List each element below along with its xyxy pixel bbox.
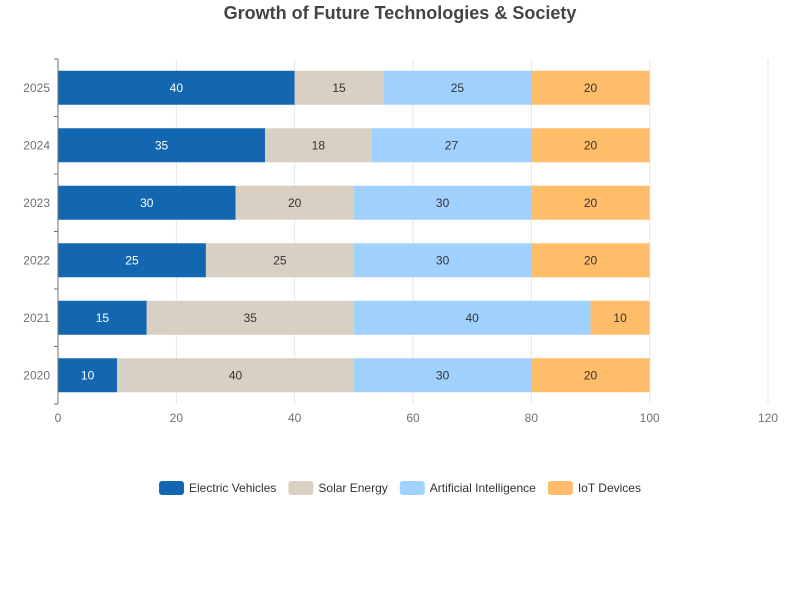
bar-electric-vehicles: [58, 185, 236, 220]
bar-value-label: 15: [96, 311, 110, 325]
grid-lines: [175, 59, 769, 404]
bar-value-label: 25: [125, 253, 139, 267]
bar-value-label: 20: [584, 368, 598, 382]
bar-value-label: 35: [155, 138, 169, 152]
bar-artificial-intelligence: [353, 300, 591, 335]
bar-value-label: 15: [332, 81, 346, 95]
bar-solar-energy: [294, 70, 384, 105]
x-tick-label: 120: [758, 411, 778, 425]
bar-value-label: 20: [584, 81, 598, 95]
x-tick-label: 20: [170, 411, 184, 425]
bar-value-label: 18: [312, 138, 326, 152]
x-tick-label: 80: [525, 411, 539, 425]
bar-iot-devices: [590, 300, 650, 335]
bar-artificial-intelligence: [353, 358, 532, 393]
y-tick-label: 2025: [23, 81, 50, 95]
bar-value-label: 20: [288, 196, 302, 210]
bar-iot-devices: [531, 243, 650, 278]
x-tick-label: 40: [288, 411, 302, 425]
bar-iot-devices: [531, 358, 650, 393]
bars: 10 40 30 20 15 35 40 10 25 25 30 20 30 20 30 20 35 18 27 20…: [58, 70, 650, 393]
x-tick-label: 100: [640, 411, 660, 425]
bar-value-label: 27: [445, 138, 459, 152]
bar-value-label: 30: [436, 368, 450, 382]
bar-solar-energy: [146, 300, 354, 335]
y-tick-label: 2020: [23, 368, 50, 382]
bar-value-label: 20: [584, 138, 598, 152]
legend-label-electric-vehicles: Electric Vehicles: [189, 481, 276, 495]
bar-electric-vehicles: [58, 300, 147, 335]
bar-electric-vehicles: [58, 243, 206, 278]
legend-label-iot-devices: IoT Devices: [578, 481, 641, 495]
bar-solar-energy: [235, 185, 354, 220]
bar-artificial-intelligence: [353, 185, 532, 220]
bar-value-label: 25: [273, 253, 287, 267]
bar-value-label: 40: [170, 81, 184, 95]
legend-swatch-artificial-intelligence: [399, 481, 425, 495]
bar-value-label: 20: [584, 253, 598, 267]
x-tick-label: 60: [406, 411, 420, 425]
bar-electric-vehicles: [58, 358, 118, 393]
bar-iot-devices: [531, 128, 650, 163]
chart-title: Growth of Future Technologies & Society: [224, 3, 577, 23]
bar-value-label: 40: [465, 311, 479, 325]
x-tick-label: 0: [55, 411, 62, 425]
bar-artificial-intelligence: [371, 128, 532, 163]
bar-value-label: 40: [229, 368, 243, 382]
y-tick-label: 2024: [23, 138, 50, 152]
y-tick-label: 2022: [23, 253, 50, 267]
bar-iot-devices: [531, 70, 650, 105]
legend-swatch-iot-devices: [547, 481, 573, 495]
bar-solar-energy: [265, 128, 372, 163]
bar-value-label: 25: [451, 81, 465, 95]
bar-iot-devices: [531, 185, 650, 220]
legend-label-solar-energy: Solar Energy: [318, 481, 387, 495]
legend-swatch-solar-energy: [288, 481, 314, 495]
legend-swatch-electric-vehicles: [159, 481, 185, 495]
y-tick-label: 2023: [23, 196, 50, 210]
bar-value-label: 35: [244, 311, 258, 325]
bar-electric-vehicles: [58, 70, 295, 105]
bar-value-label: 30: [140, 196, 154, 210]
legend-label-artificial-intelligence: Artificial Intelligence: [430, 481, 536, 495]
bar-value-label: 30: [436, 253, 450, 267]
bar-solar-energy: [205, 243, 354, 278]
y-tick-label: 2021: [23, 311, 50, 325]
bar-artificial-intelligence: [353, 243, 532, 278]
bar-electric-vehicles: [58, 128, 266, 163]
bar-value-label: 10: [81, 368, 95, 382]
bar-artificial-intelligence: [383, 70, 532, 105]
bar-value-label: 10: [613, 311, 627, 325]
bar-value-label: 30: [436, 196, 450, 210]
bar-solar-energy: [117, 358, 354, 393]
legend: Electric Vehicles Solar Energy Artificial …: [159, 481, 641, 495]
bar-value-label: 20: [584, 196, 598, 210]
